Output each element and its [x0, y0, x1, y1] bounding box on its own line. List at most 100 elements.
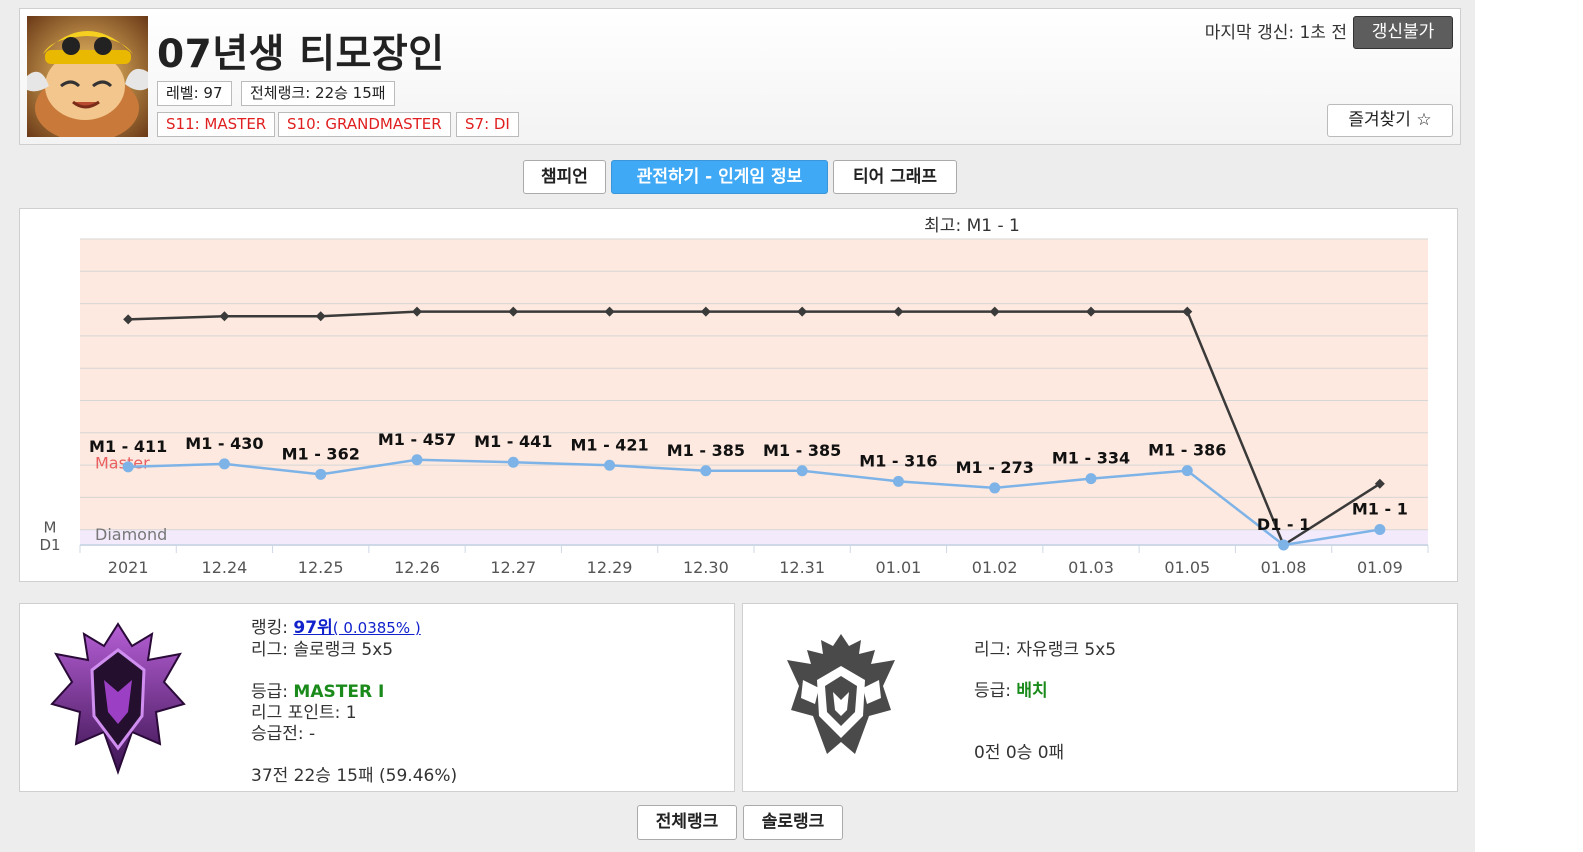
data-point-blue [796, 465, 808, 477]
tab-champion[interactable]: 챔피언 [523, 160, 606, 194]
summoner-name: 07년생 티모장인 [157, 32, 445, 77]
data-point-blue [700, 465, 712, 477]
x-tick-label: 12.27 [490, 558, 536, 577]
x-tick-label: 01.09 [1357, 558, 1403, 577]
data-point-dark [893, 306, 904, 317]
season-tag-s10: S10: GRANDMASTER [278, 112, 451, 137]
data-label: M1 - 385 [667, 441, 745, 460]
data-point-blue [892, 475, 904, 487]
data-label: M1 - 334 [1052, 449, 1130, 468]
flex-league: 리그: 자유랭크 5x5 [974, 640, 1117, 660]
x-tick-label: 01.02 [972, 558, 1018, 577]
data-point-dark [1374, 478, 1385, 489]
profile-avatar [27, 16, 148, 137]
solo-league: 리그: 솔로랭크 5x5 [251, 640, 394, 660]
solo-rank-panel: 랭킹: 97위( 0.0385% ) 리그: 솔로랭크 5x5 등급: MAST… [19, 603, 735, 792]
data-label: M1 - 362 [282, 444, 360, 463]
solo-tier-value: MASTER I [293, 682, 385, 702]
series-line-blue [128, 458, 1381, 547]
data-point-blue [989, 482, 1001, 494]
band-label-master: Master [95, 454, 150, 473]
solo-promo: 승급전: - [251, 724, 316, 744]
data-label: M1 - 411 [89, 437, 167, 456]
x-tick-label: 12.29 [587, 558, 633, 577]
ranking-percent[interactable]: ( 0.0385% ) [332, 619, 421, 637]
data-point-blue [218, 458, 230, 470]
flex-tier-label: 등급: [974, 681, 1017, 701]
data-point-dark [315, 311, 326, 322]
x-tick-label: 12.30 [683, 558, 729, 577]
x-tick-label: 01.05 [1164, 558, 1210, 577]
data-point-dark [412, 306, 422, 317]
data-point-blue [315, 468, 327, 480]
series-line-dark [128, 310, 1381, 547]
data-point-blue [1374, 524, 1386, 536]
data-point-dark [700, 306, 711, 317]
data-label: M1 - 430 [185, 434, 263, 453]
data-point-blue [507, 456, 519, 468]
level-tag: 레벨: 97 [157, 81, 232, 106]
data-point-blue [604, 459, 616, 471]
chart-title: 최고: M1 - 1 [924, 216, 1020, 236]
data-label: M1 - 385 [763, 441, 841, 460]
page-margin [1475, 0, 1583, 852]
x-tick-label: 12.25 [298, 558, 344, 577]
master-band [80, 239, 1428, 530]
solo-tier-label: 등급: [251, 682, 294, 702]
diamond-band [80, 529, 1428, 545]
solo-record: 37전 22승 15패 (59.46%) [251, 766, 458, 786]
all-rank-button[interactable]: 전체랭크 [637, 805, 737, 840]
data-point-dark [604, 306, 615, 317]
tab-spectate[interactable]: 관전하기 - 인게임 정보 [611, 160, 828, 194]
x-tick-label: 12.31 [779, 558, 825, 577]
unranked-emblem-icon [783, 630, 899, 758]
data-point-dark [1182, 306, 1193, 317]
data-point-dark [797, 306, 808, 317]
data-point-dark [123, 314, 134, 325]
total-rank-tag: 전체랭크: 22승 15패 [241, 81, 395, 106]
data-point-blue [1085, 473, 1097, 485]
y-tick-label: D1 [39, 536, 60, 554]
tier-chart: 2021 12.24 12.25 12.26 12.27 12.29 12.30 12.31 0… [39, 216, 1429, 577]
data-point-blue [1181, 465, 1193, 477]
x-tick-label: 01.03 [1068, 558, 1114, 577]
last-update-text: 마지막 갱신: 1초 전 [1204, 23, 1347, 43]
solo-rank-button[interactable]: 솔로랭크 [743, 805, 843, 840]
favorite-button[interactable]: 즐겨찾기 ☆ [1327, 104, 1453, 137]
master-emblem-icon [48, 620, 188, 776]
data-label: M1 - 1 [1352, 500, 1408, 519]
data-point-blue [1278, 539, 1290, 551]
tab-tier-graph[interactable]: 티어 그래프 [833, 160, 957, 194]
band-label-diamond: Diamond [95, 525, 167, 544]
flex-rank-panel: 리그: 자유랭크 5x5 등급: 배치 0전 0승 0패 [742, 603, 1458, 792]
data-label: D1 - 1 [1257, 515, 1310, 534]
data-point-dark [508, 306, 519, 317]
y-tick-label: M [44, 519, 57, 537]
ranking-link[interactable]: 97위 [293, 618, 333, 638]
update-button[interactable]: 갱신불가 [1353, 16, 1453, 49]
x-tick-label: 2021 [108, 558, 149, 577]
x-tick-label: 12.26 [394, 558, 440, 577]
season-tag-s7: S7: DI [456, 112, 519, 137]
data-label: M1 - 316 [859, 451, 937, 470]
x-tick-label: 12.24 [202, 558, 248, 577]
data-point-dark [1086, 306, 1096, 317]
data-label: M1 - 457 [378, 430, 456, 449]
solo-lp: 리그 포인트: 1 [251, 703, 357, 723]
data-point-blue [122, 461, 134, 473]
data-label: M1 - 386 [1148, 441, 1226, 460]
flex-tier-value: 배치 [1016, 681, 1048, 701]
x-tick-label: 01.08 [1261, 558, 1307, 577]
data-point-dark [219, 311, 230, 322]
data-point-dark [989, 306, 1000, 317]
data-label: M1 - 421 [570, 435, 648, 454]
data-point-blue [411, 454, 423, 466]
season-tag-s11: S11: MASTER [157, 112, 276, 137]
data-label: M1 - 273 [956, 458, 1034, 477]
tier-graph-panel: 2021 12.24 12.25 12.26 12.27 12.29 12.30 12.31 0… [19, 208, 1458, 582]
data-label: M1 - 441 [474, 432, 552, 451]
ranking-label: 랭킹: [251, 618, 294, 638]
x-tick-label: 01.01 [876, 558, 922, 577]
flex-record: 0전 0승 0패 [974, 743, 1065, 763]
profile-header: 07년생 티모장인 레벨: 97 전체랭크: 22승 15패 S11: MAST… [19, 8, 1461, 145]
